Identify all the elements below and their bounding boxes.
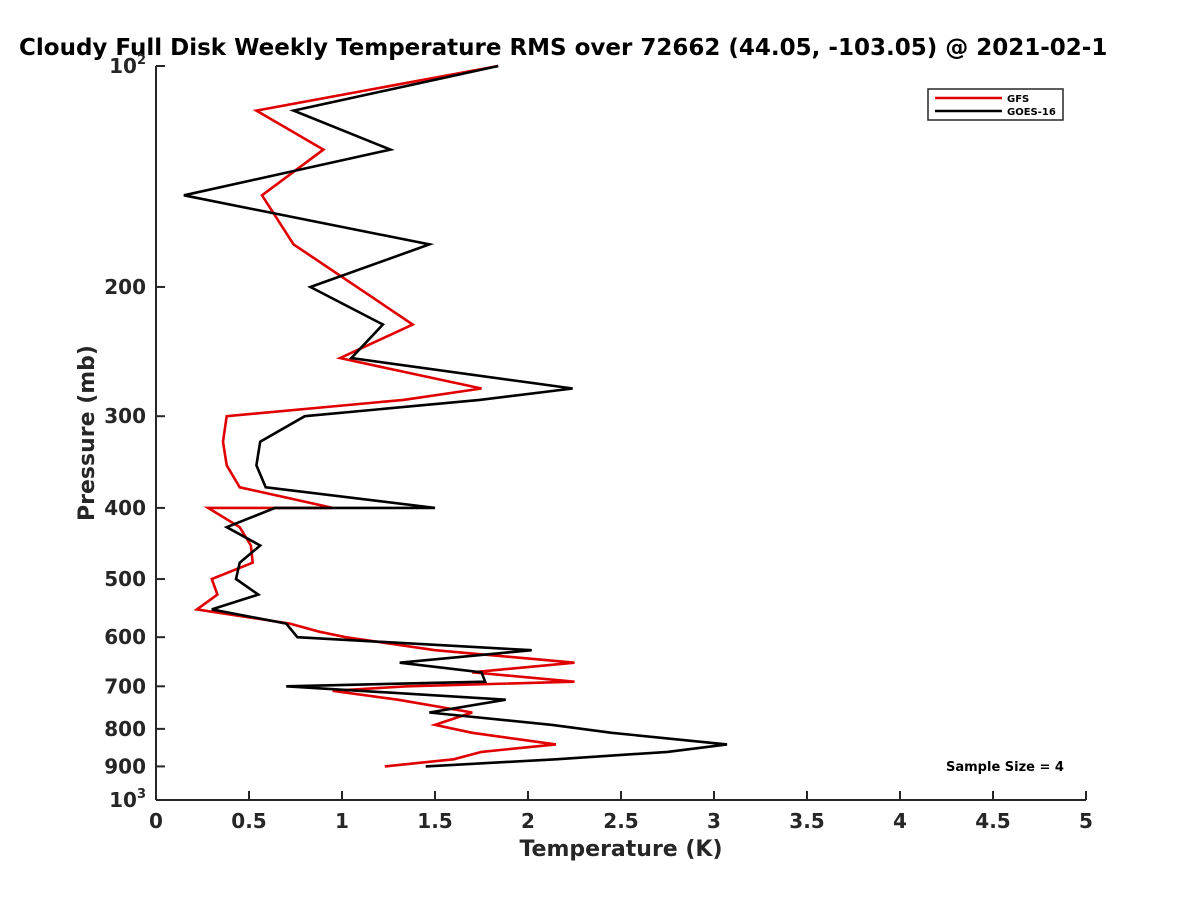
y-tick-label: 300 [104,404,146,428]
series-line-gfs [193,64,575,768]
legend: GFS GOES-16 [927,88,1064,121]
plot-area [155,66,1086,801]
y-tick-label: 700 [104,674,146,698]
y-tick-label: 900 [104,754,146,778]
x-tick-label: 1 [335,809,349,833]
series-layer [183,64,728,768]
x-tick-label: 3 [707,809,721,833]
x-tick-label: 2 [521,809,535,833]
legend-label-goes-16: GOES-16 [1007,107,1056,118]
chart-title: Cloudy Full Disk Weekly Temperature RMS … [19,35,1107,61]
y-tick-label: 200 [104,275,146,299]
x-tick-label: 4 [893,809,907,833]
y-tick-label: 600 [104,625,146,649]
x-tick-label: 2.5 [603,809,638,833]
y-axis-ticks: 102 200 300 400 500 600 700 800 900 103 [104,53,165,812]
y-tick-label: 400 [104,496,146,520]
x-tick-label: 3.5 [789,809,824,833]
x-tick-label: 0 [149,809,163,833]
y-tick-label: 500 [104,567,146,591]
x-tick-label: 1.5 [417,809,452,833]
x-tick-label: 4.5 [975,809,1010,833]
series-line-goes-16 [183,64,728,768]
x-tick-label: 5 [1079,809,1093,833]
x-axis-ticks: 0 0.5 1 1.5 2 2.5 3 3.5 4 4.5 5 [149,791,1093,833]
y-tick-label: 103 [109,787,146,812]
y-tick-label: 102 [109,53,146,78]
y-tick-label: 800 [104,717,146,741]
y-axis-label: Pressure (mb) [75,345,100,521]
sample-size-annotation: Sample Size = 4 [946,760,1064,775]
x-axis-label: Temperature (K) [519,837,722,862]
legend-box [927,88,1064,121]
x-tick-label: 0.5 [231,809,266,833]
legend-label-gfs: GFS [1007,94,1029,105]
